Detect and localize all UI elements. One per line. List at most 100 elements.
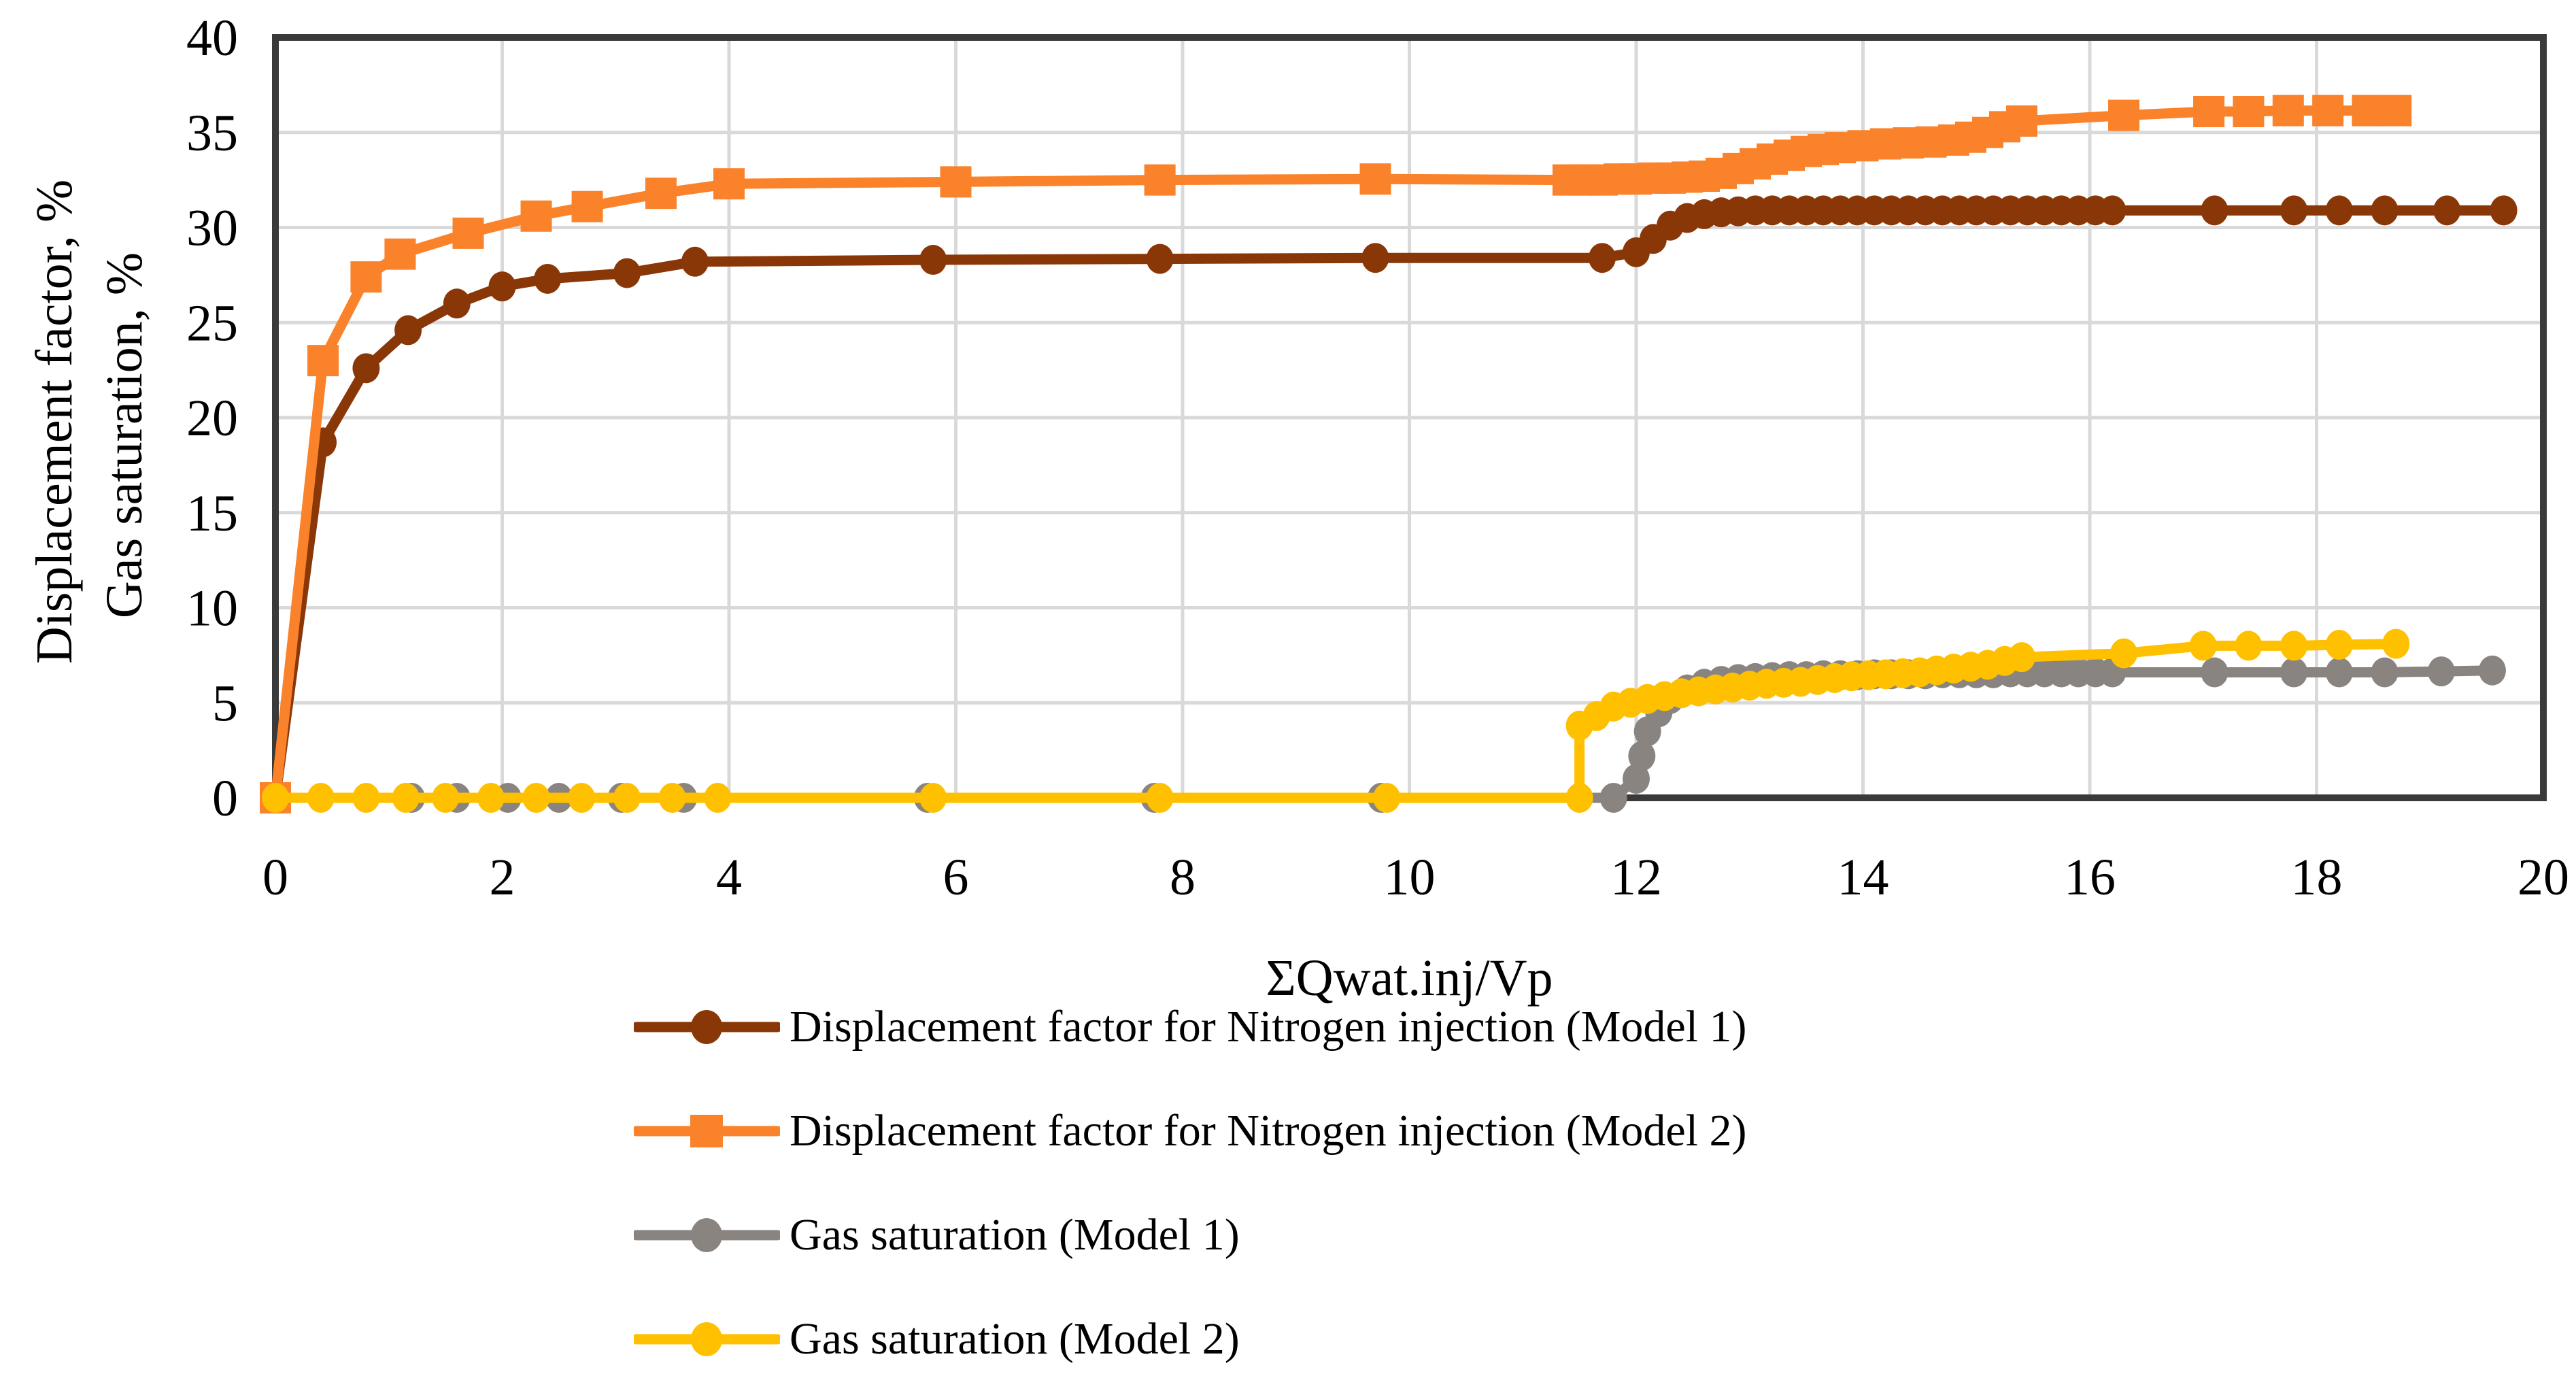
data-point-circle [2325, 630, 2353, 660]
series-circle [262, 195, 2518, 813]
y-tick-label: 35 [186, 105, 238, 162]
data-point-circle [2189, 631, 2217, 661]
data-point-circle [1565, 783, 1593, 813]
chart-legend: Displacement factor for Nitrogen injecti… [634, 994, 1747, 1378]
y-tick-label: 30 [186, 200, 238, 257]
data-point-circle [432, 783, 460, 813]
data-point-circle [443, 288, 471, 319]
x-tick-label: 12 [1610, 849, 1662, 906]
x-tick-label: 4 [716, 849, 742, 906]
series-square [260, 95, 2412, 813]
data-point-circle [568, 783, 596, 813]
data-point-square [2312, 95, 2344, 127]
data-point-circle [1599, 783, 1627, 813]
data-point-circle [1628, 741, 1656, 771]
data-point-circle [1373, 783, 1401, 813]
y-axis-title-line2: Gas saturation, % [96, 252, 153, 619]
data-point-circle [2371, 657, 2399, 688]
x-tick-label: 2 [490, 849, 515, 906]
legend-label: Gas saturation (Model 1) [790, 1210, 1240, 1260]
data-point-circle [919, 245, 947, 275]
x-tick-label: 14 [1837, 849, 1889, 906]
y-tick-label: 5 [212, 675, 238, 732]
legend-marker-square [634, 1115, 780, 1147]
data-point-circle [704, 783, 732, 813]
data-point-square [1144, 164, 1176, 196]
data-point-circle [488, 271, 516, 302]
data-point-circle [2110, 638, 2138, 669]
data-point-circle [352, 353, 380, 384]
data-point-circle [262, 783, 289, 813]
data-point-square [1359, 163, 1391, 195]
x-tick-label: 18 [2291, 849, 2343, 906]
data-point-circle [1623, 764, 1650, 794]
data-point-square [645, 178, 677, 209]
data-point-circle [681, 246, 709, 277]
data-point-circle [2201, 657, 2228, 688]
y-tick-label: 15 [186, 485, 238, 542]
legend-item[interactable]: Displacement factor for Nitrogen injecti… [634, 1098, 1747, 1164]
series-circle [262, 628, 2410, 813]
data-point-circle [534, 263, 562, 294]
series-line [270, 205, 2504, 799]
data-point-square [2233, 96, 2265, 128]
data-point-circle [2478, 655, 2506, 686]
data-point-circle [2382, 628, 2410, 659]
data-point-circle [394, 315, 422, 346]
data-point-circle [1146, 243, 1174, 274]
data-point-circle [2007, 642, 2035, 673]
x-tick-label: 0 [262, 849, 288, 906]
data-point-square [384, 238, 416, 270]
data-point-square [2272, 95, 2304, 127]
data-point-circle [613, 783, 641, 813]
data-point-square [940, 166, 972, 198]
data-point-circle [2201, 195, 2228, 226]
data-point-square [307, 345, 339, 377]
data-point-circle [2433, 195, 2461, 226]
legend-marker-circle [634, 1218, 780, 1252]
data-point-square [2108, 99, 2140, 131]
legend-marker-circle [634, 1322, 780, 1356]
series-line [411, 665, 2493, 803]
data-point-circle [522, 783, 550, 813]
y-tick-label: 25 [186, 295, 238, 352]
data-point-circle [2325, 195, 2353, 226]
legend-label: Displacement factor for Nitrogen injecti… [790, 1106, 1747, 1156]
data-point-square [2352, 95, 2384, 127]
x-tick-label: 8 [1170, 849, 1196, 906]
legend-label: Gas saturation (Model 2) [790, 1314, 1240, 1364]
legend-item[interactable]: Gas saturation (Model 1) [634, 1203, 1747, 1268]
data-point-square [571, 190, 603, 222]
data-point-square [520, 200, 552, 232]
data-point-square [2005, 105, 2037, 137]
data-point-circle [658, 783, 686, 813]
data-point-circle [2427, 656, 2455, 687]
legend-label: Displacement factor for Nitrogen injecti… [790, 1002, 1747, 1052]
y-axis-title-line1: Displacement factor, % [26, 179, 83, 665]
data-point-circle [1146, 783, 1174, 813]
x-tick-label: 10 [1384, 849, 1436, 906]
data-point-square [350, 261, 382, 293]
data-point-circle [2280, 631, 2308, 661]
legend-item[interactable]: Gas saturation (Model 2) [634, 1307, 1747, 1372]
y-tick-label: 0 [212, 770, 238, 827]
data-point-circle [2371, 195, 2399, 226]
data-point-circle [1361, 243, 1389, 273]
data-point-circle [2490, 195, 2518, 226]
y-tick-label: 40 [186, 10, 238, 67]
data-point-square [713, 168, 745, 200]
data-point-circle [2280, 195, 2308, 226]
x-tick-label: 6 [943, 849, 969, 906]
data-point-circle [477, 783, 505, 813]
x-axis-title: ΣQwat.inj/Vp [1266, 950, 1553, 1007]
legend-marker-circle [634, 1010, 780, 1044]
data-point-circle [352, 783, 380, 813]
data-point-square [452, 217, 484, 249]
data-point-circle [1588, 243, 1616, 273]
data-point-circle [613, 258, 641, 288]
data-point-circle [2099, 195, 2126, 226]
y-tick-label: 20 [186, 390, 238, 447]
legend-item[interactable]: Displacement factor for Nitrogen injecti… [634, 994, 1747, 1060]
x-tick-label: 20 [2518, 849, 2569, 906]
